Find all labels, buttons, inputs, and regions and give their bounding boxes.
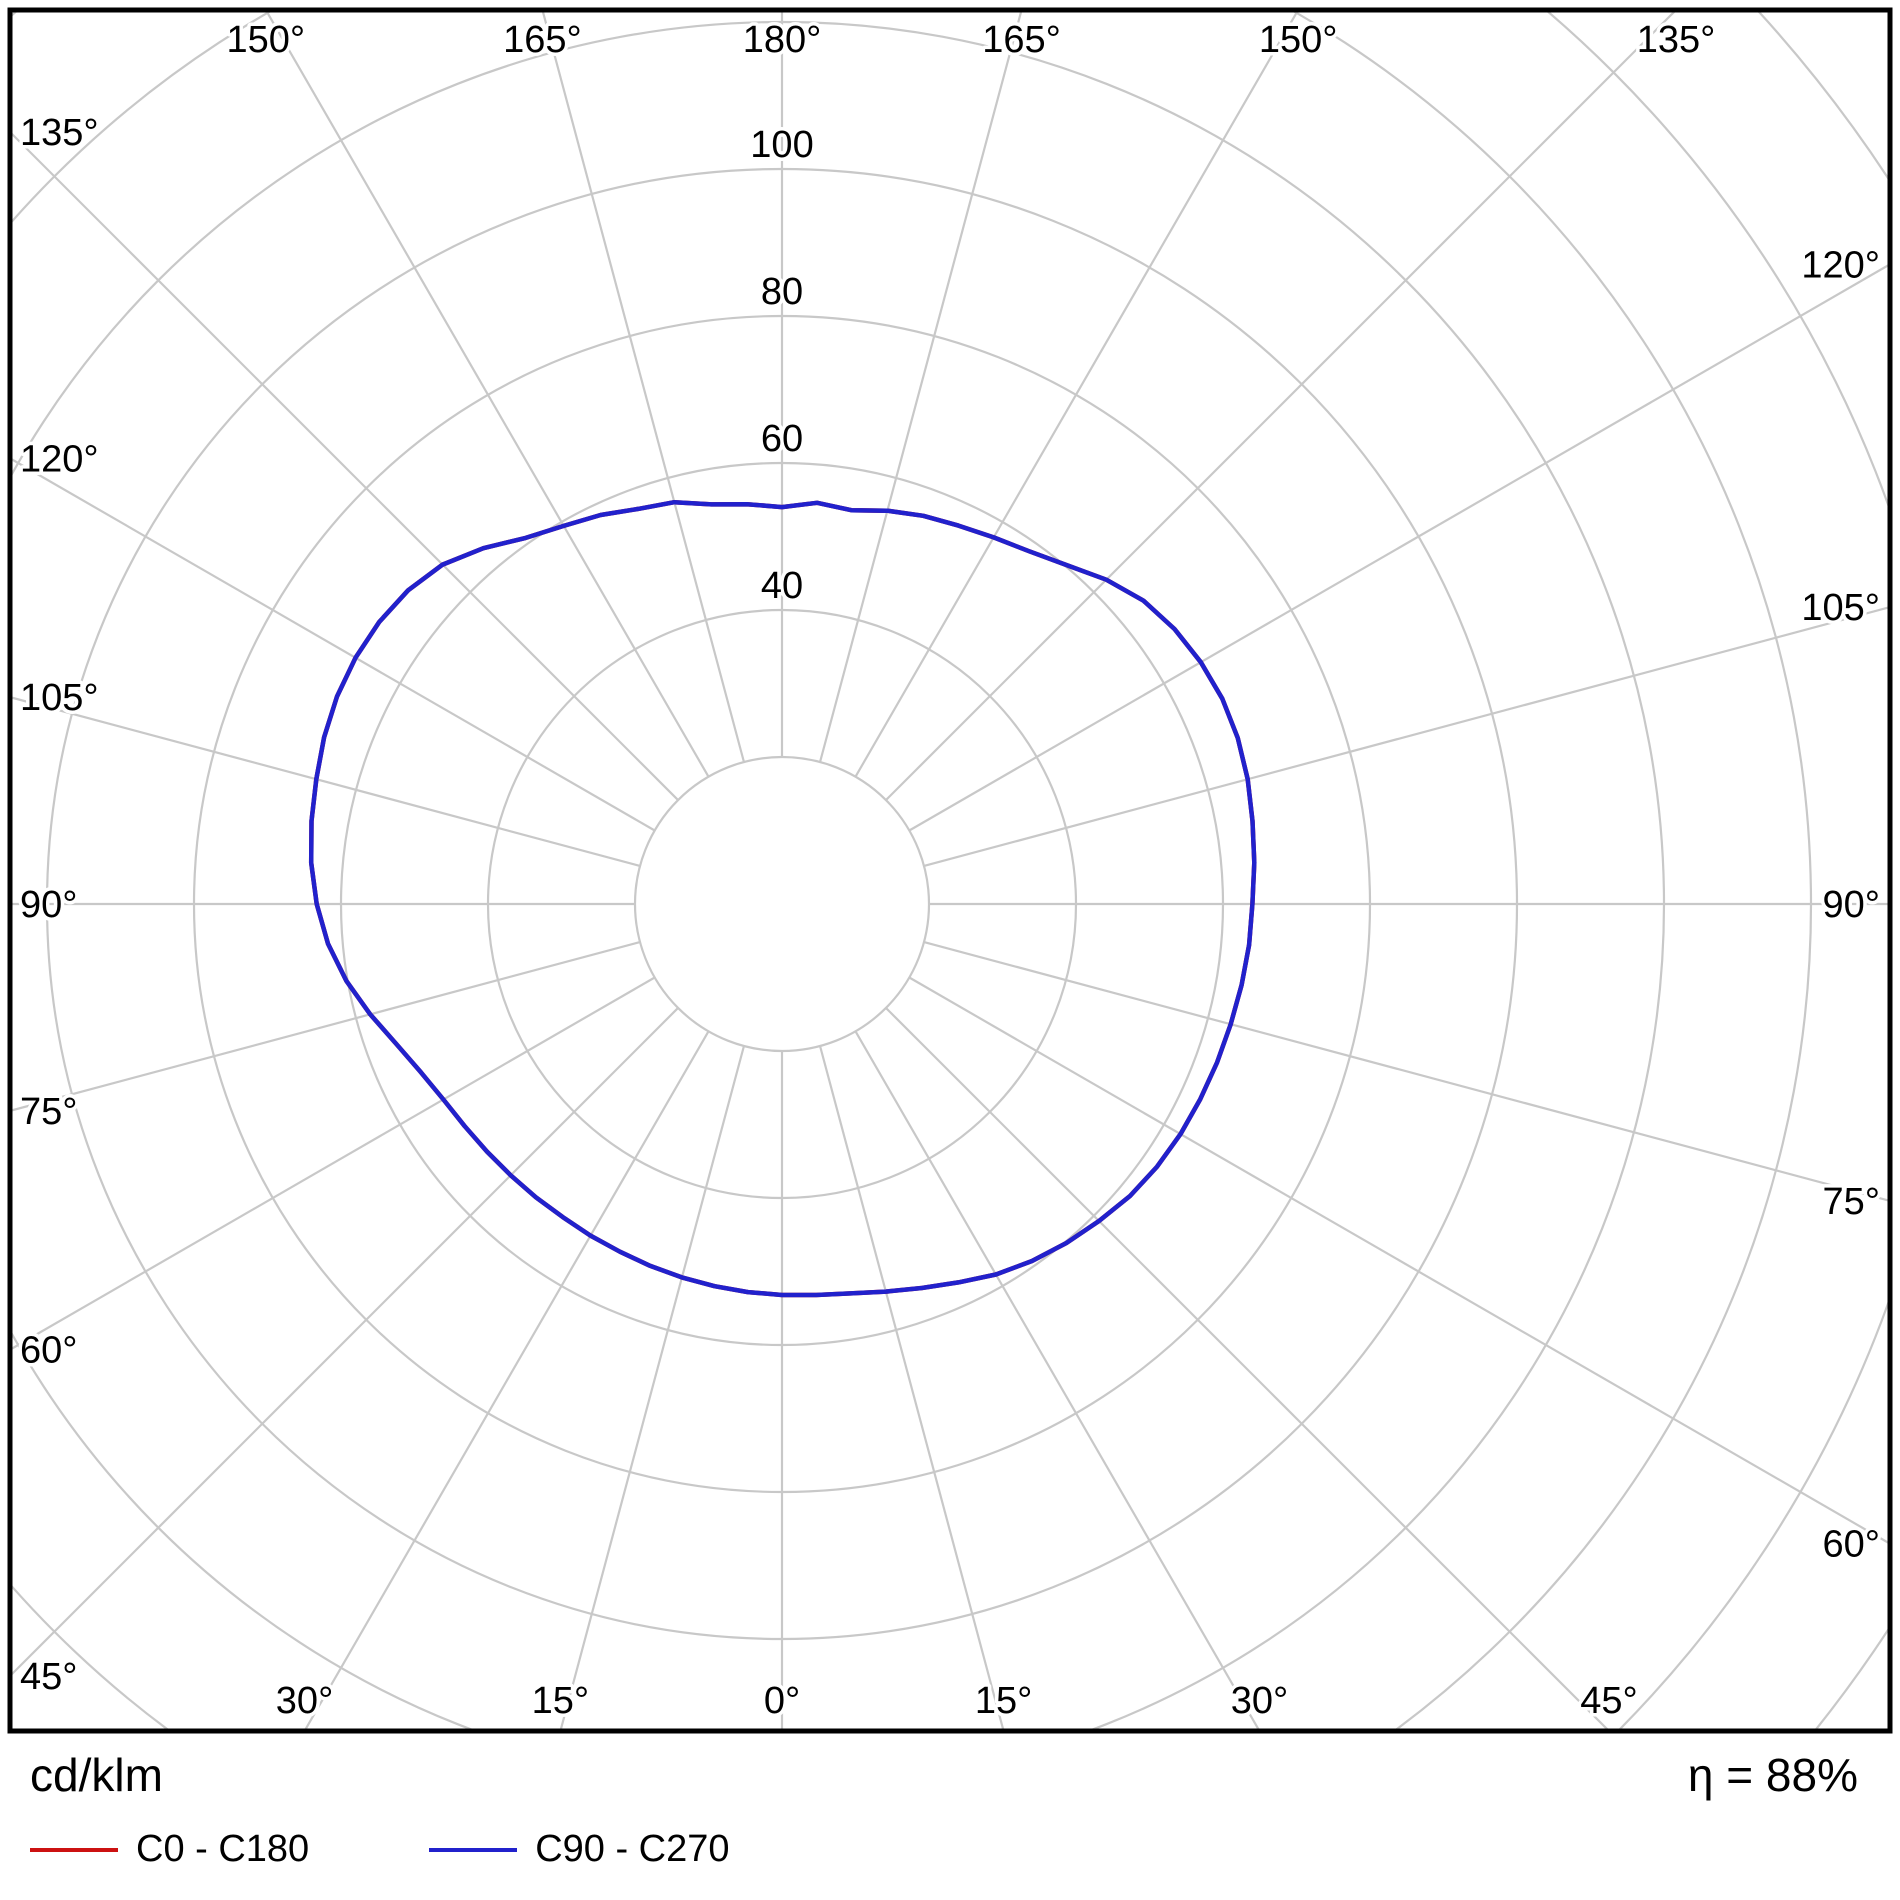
angle-label-0-center: 0°	[764, 1680, 800, 1722]
light-output-ratio-label: η = 88%	[1687, 1749, 1858, 1801]
polar-spoke-345	[559, 1045, 746, 1729]
polar-spoke-60	[908, 976, 1888, 1544]
polar-ring-140	[12, 12, 1812, 1729]
angle-label-30-left: 30°	[276, 1680, 333, 1722]
angle-label-75-right: 75°	[1823, 1181, 1880, 1223]
unit-label: cd/klm	[30, 1749, 163, 1801]
radial-tick-label-40: 40	[761, 565, 803, 607]
polar-spoke-225	[12, 132, 679, 801]
angle-label-150-right: 150°	[1259, 19, 1338, 61]
angle-label-75-left: 75°	[20, 1091, 77, 1133]
labels: 40 60 80 100 0° 15° 15° 30° 30° 45° 45° 60° 60° 75° 75…	[17, 16, 1884, 1726]
radial-tick-label-100: 100	[750, 124, 813, 166]
angle-label-90-left: 90°	[20, 884, 77, 926]
angle-label-105-right: 105°	[1801, 587, 1880, 629]
polar-spoke-330	[304, 1030, 710, 1729]
polar-spoke-45	[885, 1007, 1609, 1729]
angle-label-120-left: 120°	[20, 438, 99, 480]
legend-swatch-c0-c180	[30, 1847, 118, 1852]
polar-spoke-300	[12, 976, 656, 1350]
angle-label-15-left: 15°	[532, 1680, 589, 1722]
angle-label-60-right: 60°	[1823, 1524, 1880, 1566]
polar-spoke-210	[265, 12, 710, 778]
polar-spoke-165	[818, 12, 1023, 763]
chart-footer: cd/klm η = 88% C0 - C180 C90 - C270	[0, 1740, 1900, 1900]
polar-spoke-240	[12, 458, 656, 832]
angle-label-180-center: 180°	[743, 19, 822, 61]
polar-spoke-255	[12, 696, 641, 868]
polar-spoke-30	[854, 1030, 1260, 1729]
polar-spoke-105	[923, 606, 1888, 868]
polar-spoke-315	[12, 1007, 679, 1676]
polar-spoke-75	[923, 940, 1888, 1202]
polar-spoke-285	[12, 940, 641, 1112]
polar-spoke-150	[854, 12, 1299, 778]
curve-c90-c270	[308, 499, 1257, 1298]
radial-tick-label-80: 80	[761, 271, 803, 313]
angle-label-135-left: 135°	[20, 112, 99, 154]
angle-label-30-right: 30°	[1231, 1680, 1288, 1722]
angle-label-60-left: 60°	[20, 1330, 77, 1372]
legend-label-c0-c180: C0 - C180	[136, 1828, 310, 1870]
polar-spoke-135	[885, 12, 1676, 801]
angle-label-105-left: 105°	[20, 677, 99, 719]
angle-label-150-left: 150°	[227, 19, 306, 61]
angle-label-45-right: 45°	[1580, 1680, 1637, 1722]
angle-label-165-right: 165°	[982, 19, 1061, 61]
angle-label-120-right: 120°	[1801, 244, 1880, 286]
polar-ring-20	[633, 755, 931, 1053]
polar-spoke-15	[818, 1045, 1005, 1729]
angle-label-45-left: 45°	[20, 1656, 77, 1698]
legend-label-c90-c270: C90 - C270	[535, 1828, 730, 1870]
legend-swatch-c90-c270	[429, 1847, 518, 1852]
angle-label-90-right: 90°	[1823, 884, 1880, 926]
angle-label-15-right: 15°	[975, 1680, 1032, 1722]
chart-frame	[7, 7, 1893, 1734]
radial-tick-label-60: 60	[761, 418, 803, 460]
legend: C0 - C180 C90 - C270	[30, 1828, 850, 1871]
angle-label-135-right: 135°	[1637, 19, 1716, 61]
curves	[308, 499, 1257, 1298]
polar-spoke-195	[541, 12, 746, 763]
angle-label-165-left: 165°	[503, 19, 582, 61]
polar-spoke-120	[908, 264, 1888, 832]
